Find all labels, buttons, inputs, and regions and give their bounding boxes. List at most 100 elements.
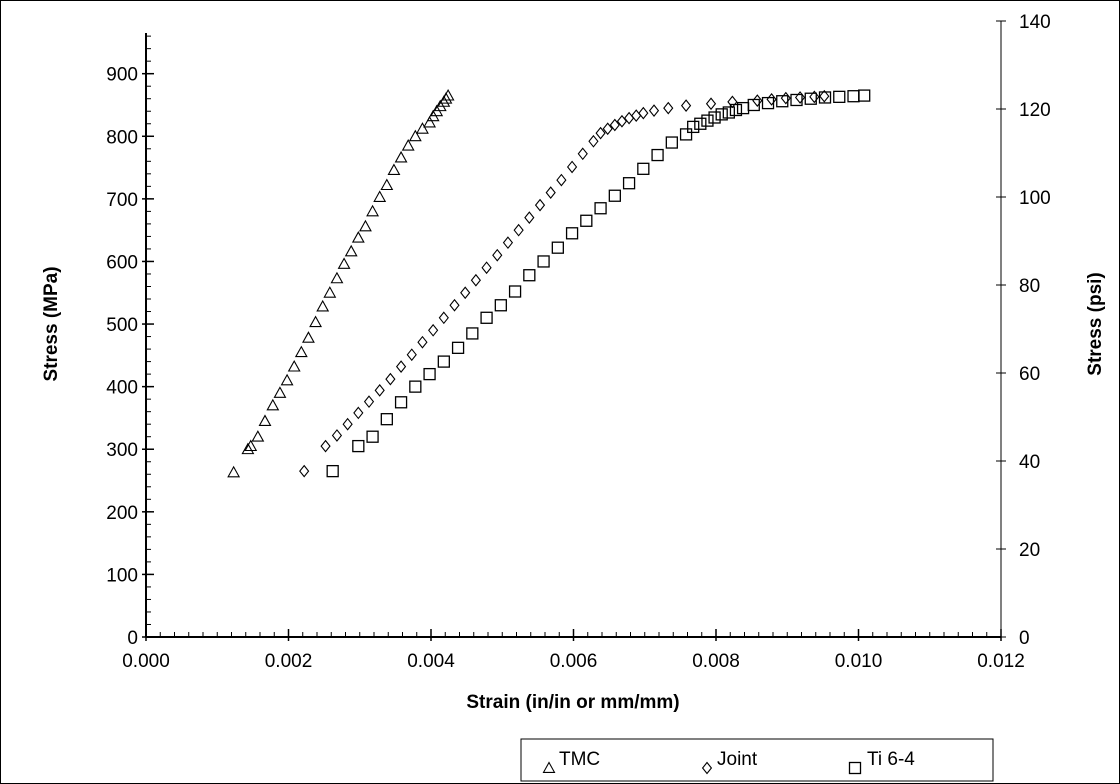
- series-tmc: [227, 88, 455, 478]
- y-tick-label: 300: [106, 440, 138, 461]
- data-point: [780, 91, 791, 105]
- data-point: [330, 271, 344, 284]
- data-point: [631, 109, 642, 123]
- y2-tick-label: 80: [1019, 276, 1040, 297]
- data-point: [551, 241, 564, 254]
- y-tick-label: 800: [106, 127, 138, 148]
- data-point: [594, 202, 607, 215]
- y-tick-label: 600: [106, 252, 138, 273]
- data-point: [294, 345, 308, 358]
- legend-entry: Ti 6-4: [848, 749, 915, 775]
- x-tick-label: 0.002: [265, 651, 313, 672]
- data-point: [460, 286, 471, 300]
- data-point: [580, 214, 593, 227]
- data-point: [258, 414, 272, 427]
- data-point: [337, 257, 351, 269]
- data-point: [359, 219, 372, 232]
- data-point: [326, 464, 339, 478]
- data-point: [492, 248, 503, 262]
- data-point: [794, 91, 806, 104]
- data-point: [428, 323, 439, 337]
- data-point: [858, 89, 871, 102]
- data-point: [665, 136, 678, 149]
- data-point: [423, 115, 437, 128]
- data-point: [344, 244, 358, 257]
- data-point: [316, 299, 330, 312]
- data-point: [406, 348, 417, 362]
- data-point: [470, 273, 481, 287]
- data-point: [609, 118, 620, 132]
- y-tick-label: 700: [106, 190, 138, 211]
- data-point: [395, 360, 407, 373]
- data-point: [577, 147, 588, 161]
- data-point: [648, 104, 660, 117]
- data-point: [374, 384, 385, 397]
- data-point: [353, 406, 364, 420]
- y-tick-label: 200: [106, 503, 138, 524]
- data-point: [299, 464, 310, 478]
- legend: TMC Joint Ti 6-4: [520, 738, 994, 782]
- data-point: [833, 90, 846, 103]
- data-point: [727, 95, 738, 109]
- legend-label: Ti 6-4: [867, 749, 915, 770]
- data-point: [694, 117, 707, 130]
- y2-tick-label: 120: [1019, 100, 1051, 121]
- data-point: [701, 114, 714, 127]
- data-point: [363, 395, 375, 409]
- y2-tick-label: 140: [1019, 12, 1051, 33]
- data-point: [722, 106, 735, 119]
- data-point: [409, 380, 422, 393]
- data-point: [401, 139, 415, 151]
- data-point: [679, 128, 693, 141]
- data-point: [766, 92, 777, 106]
- data-point: [687, 120, 700, 134]
- data-point: [266, 398, 280, 411]
- data-point: [394, 396, 408, 409]
- data-point: [227, 465, 241, 478]
- data-point: [251, 430, 265, 442]
- data-point: [524, 211, 535, 225]
- data-point: [847, 90, 860, 103]
- data-point: [494, 299, 507, 312]
- x-tick-label: 0.012: [977, 651, 1025, 672]
- data-point: [622, 177, 636, 190]
- data-point: [680, 99, 692, 112]
- data-point: [287, 359, 301, 372]
- x-tick-label: 0.008: [692, 651, 740, 672]
- data-point: [595, 126, 606, 140]
- data-point: [466, 327, 479, 340]
- y-tick-label: 100: [106, 565, 138, 586]
- legend-marker: [848, 761, 862, 775]
- data-point: [408, 129, 422, 142]
- data-point: [273, 386, 287, 398]
- data-point: [616, 114, 628, 128]
- legend-box: [520, 738, 994, 782]
- legend-marker: [542, 761, 556, 773]
- data-point: [437, 355, 450, 368]
- data-point: [502, 236, 514, 250]
- x-axis-title: Strain (in/in or mm/mm): [466, 692, 679, 713]
- data-point: [776, 95, 789, 108]
- data-point: [715, 108, 728, 121]
- legend-entry: TMC: [542, 749, 600, 773]
- data-point: [387, 163, 401, 176]
- data-point: [761, 96, 775, 110]
- data-point: [449, 298, 460, 312]
- data-point: [280, 373, 294, 386]
- y2-axis-title: Stress (psi): [1085, 272, 1106, 375]
- data-point: [302, 331, 315, 343]
- data-point: [565, 227, 579, 240]
- data-point: [438, 311, 449, 325]
- data-point: [588, 134, 599, 148]
- data-point: [373, 190, 387, 202]
- data-point: [537, 255, 550, 268]
- data-point: [244, 439, 258, 452]
- data-point: [331, 429, 343, 442]
- data-point: [241, 442, 255, 455]
- data-point: [394, 150, 408, 163]
- data-point: [608, 189, 621, 202]
- series-ti-6-4: [326, 89, 871, 478]
- data-point: [342, 417, 353, 431]
- data-point: [637, 162, 650, 175]
